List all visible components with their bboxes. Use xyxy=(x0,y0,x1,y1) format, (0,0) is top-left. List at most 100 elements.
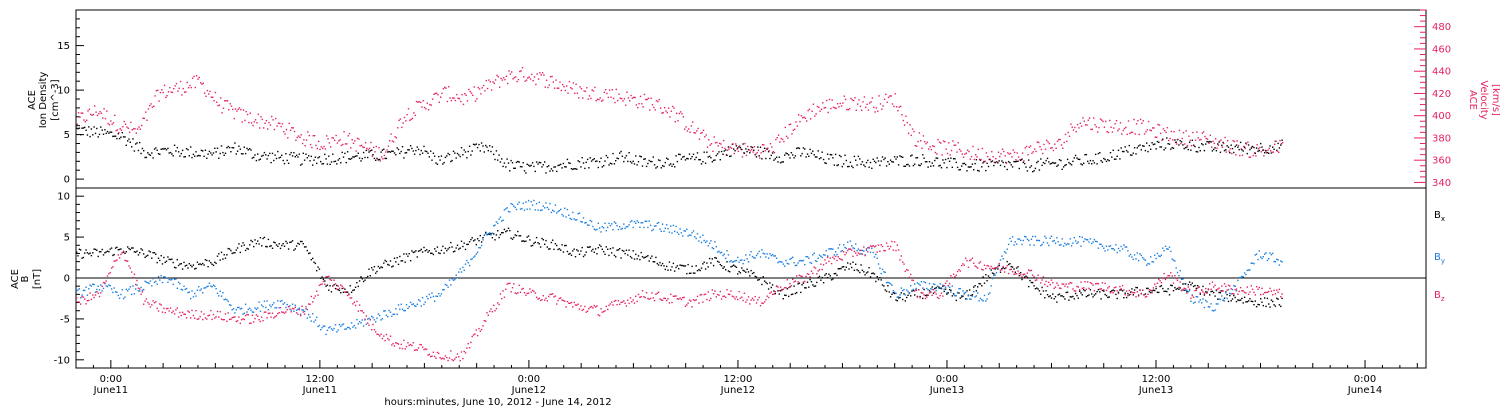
b-point-by xyxy=(448,279,451,281)
density-point xyxy=(298,153,300,155)
density-point xyxy=(223,154,225,156)
density-point xyxy=(1254,152,1256,154)
b-point-bz xyxy=(1163,272,1165,275)
velocity-point xyxy=(354,140,356,142)
velocity-point xyxy=(1097,131,1099,133)
density-point xyxy=(757,146,759,148)
velocity-point xyxy=(993,161,996,164)
density-point xyxy=(765,157,767,160)
density-point xyxy=(753,149,755,151)
b-point-bx xyxy=(794,292,797,295)
b-point-by xyxy=(1261,257,1263,260)
velocity-point xyxy=(187,87,190,89)
b-point-by xyxy=(124,296,126,298)
b-point-by xyxy=(1050,235,1053,237)
density-point xyxy=(125,144,127,146)
b-point-bz xyxy=(373,329,376,331)
b-point-by xyxy=(249,307,251,309)
velocity-point xyxy=(875,107,878,109)
density-point xyxy=(991,160,994,162)
b-point-by xyxy=(86,294,89,296)
density-point xyxy=(354,155,357,157)
velocity-point xyxy=(413,112,415,114)
b-point-bx xyxy=(1032,281,1034,284)
velocity-point xyxy=(1220,139,1222,141)
velocity-point xyxy=(898,106,900,108)
density-axis-title-2: Ion Density xyxy=(38,72,49,129)
b-point-by xyxy=(699,236,701,238)
b-point-by xyxy=(1010,240,1012,243)
density-point xyxy=(715,154,717,157)
b-point-bx xyxy=(1093,294,1096,296)
b-point-bx xyxy=(1192,285,1195,288)
b-point-bx xyxy=(1089,289,1092,291)
b-point-bz xyxy=(814,267,817,269)
velocity-point xyxy=(218,104,221,106)
b-point-bx xyxy=(294,248,296,250)
b-point-bx xyxy=(876,276,878,278)
velocity-point xyxy=(159,91,162,94)
density-point xyxy=(1150,148,1152,150)
b-point-bz xyxy=(1235,288,1238,290)
b-point-bz xyxy=(127,260,129,262)
velocity-point xyxy=(622,100,624,102)
velocity-point xyxy=(950,149,953,152)
b-point-bx xyxy=(321,276,323,278)
b-point-bz xyxy=(1006,265,1008,267)
b-point-by xyxy=(759,256,762,258)
velocity-point xyxy=(831,99,833,101)
velocity-point xyxy=(204,92,206,94)
b-point-by xyxy=(450,284,452,286)
b-point-bz xyxy=(139,288,141,290)
b-point-by xyxy=(779,261,782,263)
density-point xyxy=(843,163,845,165)
density-point xyxy=(495,150,498,152)
b-point-bx xyxy=(1162,287,1164,290)
b-point-bx xyxy=(885,290,888,292)
b-point-bz xyxy=(597,314,599,316)
velocity-point xyxy=(222,107,225,109)
b-tick-label: -10 xyxy=(54,355,70,366)
b-point-bx xyxy=(718,261,720,263)
b-point-bz xyxy=(1147,293,1149,295)
b-point-by xyxy=(784,265,786,267)
velocity-point xyxy=(178,87,180,89)
b-point-bz xyxy=(214,317,216,319)
b-point-bz xyxy=(871,245,873,248)
density-point xyxy=(112,135,114,138)
velocity-point xyxy=(532,80,534,82)
density-point xyxy=(771,152,774,154)
b-point-bz xyxy=(647,297,649,300)
density-point xyxy=(695,156,697,159)
b-point-bx xyxy=(110,247,113,249)
velocity-point xyxy=(1017,156,1020,158)
b-point-bx xyxy=(1175,288,1177,290)
density-point xyxy=(493,153,495,156)
b-tick-label: 0 xyxy=(64,274,70,285)
b-point-bx xyxy=(357,285,359,288)
b-point-by xyxy=(254,307,256,309)
b-point-by xyxy=(353,324,355,327)
velocity-point xyxy=(1255,155,1257,157)
b-point-by xyxy=(108,284,110,286)
velocity-point xyxy=(984,160,986,162)
velocity-point xyxy=(1185,130,1187,132)
b-point-bx xyxy=(97,255,99,258)
b-point-bx xyxy=(240,245,243,247)
velocity-point xyxy=(999,155,1001,158)
b-point-bx xyxy=(574,256,577,258)
density-point xyxy=(1225,149,1227,151)
b-point-by xyxy=(255,308,258,310)
b-point-bz xyxy=(1135,296,1137,298)
b-point-by xyxy=(464,263,467,265)
b-point-by xyxy=(770,254,772,257)
density-point xyxy=(974,162,976,165)
density-point xyxy=(228,146,231,149)
b-point-bz xyxy=(266,317,268,319)
b-point-bx xyxy=(1049,295,1051,297)
density-point xyxy=(675,155,677,157)
density-point xyxy=(1210,141,1212,143)
density-point xyxy=(821,151,823,153)
b-point-bx xyxy=(680,264,683,267)
